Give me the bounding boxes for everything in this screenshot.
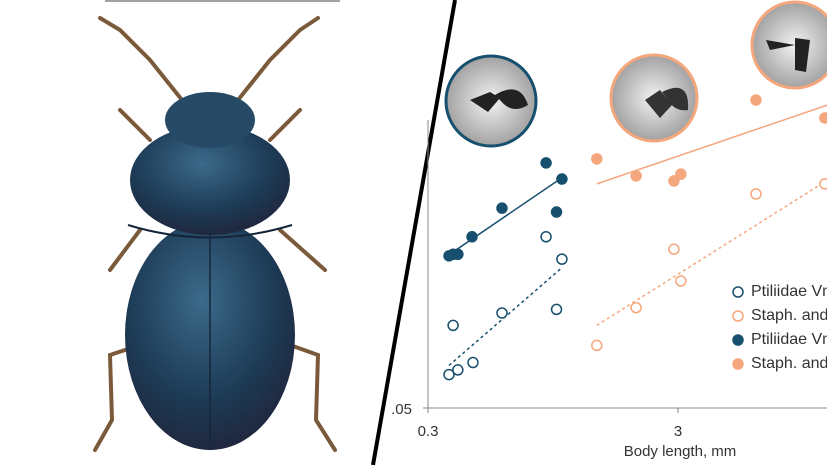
point [466,231,478,243]
point [591,153,603,165]
point [447,319,459,332]
x-tick-label: 0.3 [418,423,439,440]
legend-label: Staph. and [751,307,827,324]
point [443,368,455,381]
point [550,303,563,316]
point [630,301,642,314]
point [675,275,687,287]
point [452,364,464,376]
point [556,173,568,185]
point [819,178,827,190]
legend-label: Ptiliidae Vm [751,331,827,348]
point [591,339,603,352]
point [540,157,552,169]
beetle-photo [93,0,340,452]
point [750,188,762,200]
divider [371,0,457,465]
fit-line [448,177,563,256]
point [556,253,568,265]
point [750,94,762,106]
point [668,243,680,255]
point [630,170,642,182]
legend-label: Staph. and [751,355,827,372]
point [467,356,479,369]
point [540,231,552,243]
x-tick-label: 3 [674,423,682,440]
x-axis-label: Body length, mm [624,443,737,460]
legend-marker [732,358,744,370]
legend-marker [732,334,744,346]
fit-line [596,179,827,327]
point [496,202,508,214]
point [819,112,827,124]
legend-marker [732,286,744,298]
point [675,168,687,180]
point [550,206,563,218]
y-tick-label: .05 [391,401,412,418]
legend-marker [732,310,744,322]
insets [444,0,827,148]
point [452,248,464,261]
point [496,307,508,319]
legend-label: Ptiliidae Vm [751,283,827,300]
point [668,175,680,187]
